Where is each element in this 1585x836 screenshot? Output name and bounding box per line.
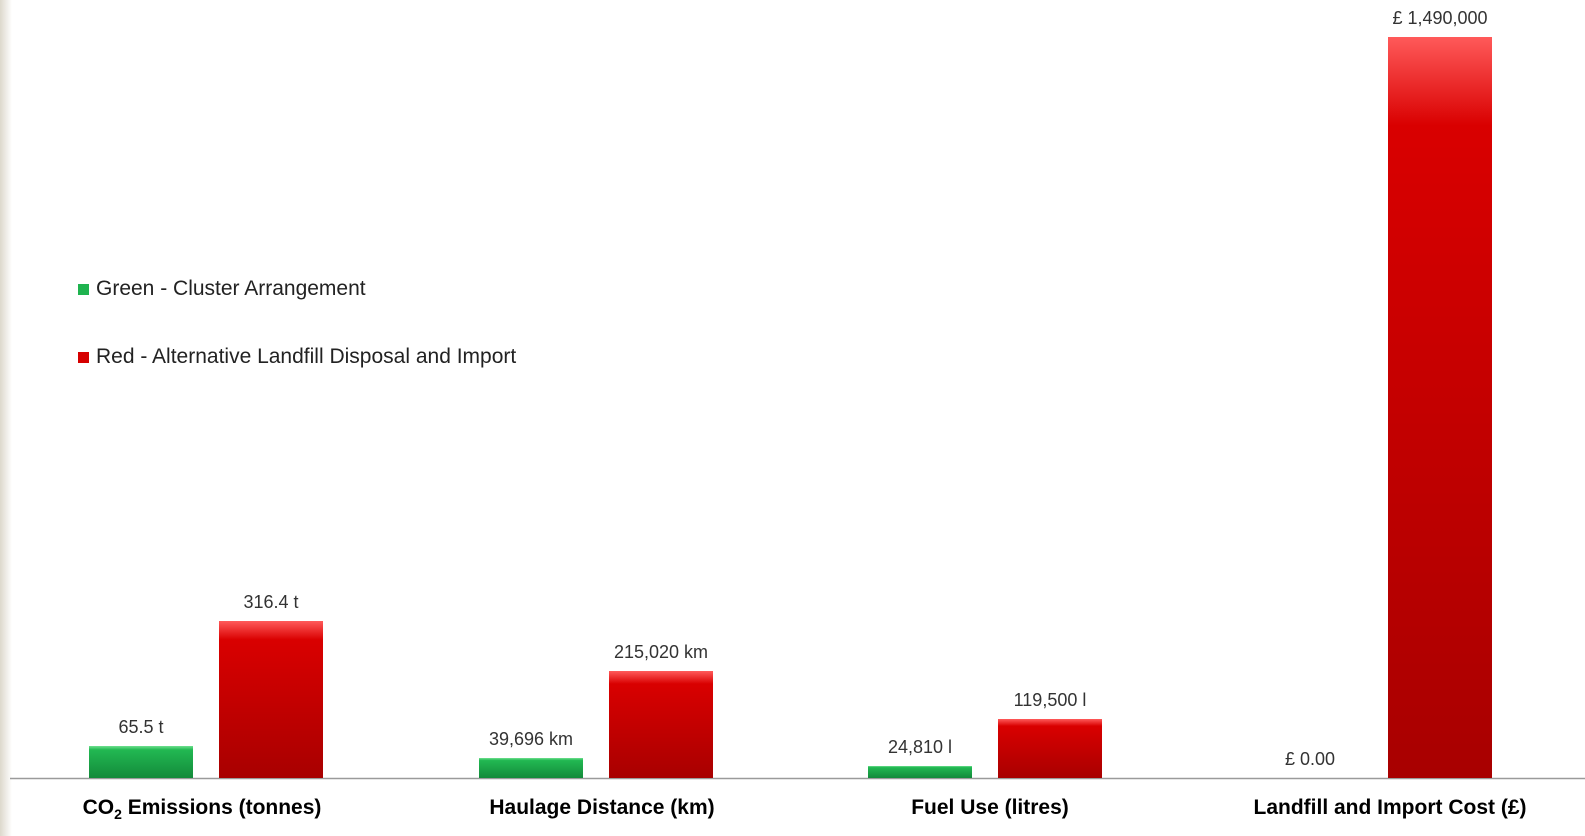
value-label-red-1: 215,020 km <box>614 642 708 662</box>
value-label-red-3: £ 1,490,000 <box>1392 8 1487 28</box>
bar-red-3 <box>1388 37 1492 778</box>
value-label-green-2: 24,810 l <box>888 737 952 757</box>
value-label-green-1: 39,696 km <box>489 729 573 749</box>
value-label-green-0: 65.5 t <box>118 717 163 737</box>
category-label-2: Fuel Use (litres) <box>911 796 1069 819</box>
legend: Green - Cluster Arrangement Red - Altern… <box>78 274 516 410</box>
bar-red-1 <box>609 671 713 778</box>
category-label-1: Haulage Distance (km) <box>489 796 714 819</box>
bar-green-1 <box>479 758 583 778</box>
legend-item-red: Red - Alternative Landfill Disposal and … <box>78 342 516 372</box>
left-edge-shading <box>0 0 12 836</box>
legend-label-red: Red - Alternative Landfill Disposal and … <box>96 345 517 368</box>
value-label-red-2: 119,500 l <box>1014 690 1087 710</box>
legend-swatch-red <box>78 351 89 363</box>
legend-label-green: Green - Cluster Arrangement <box>96 277 366 300</box>
value-label-green-3: £ 0.00 <box>1285 749 1335 769</box>
bar-red-0 <box>219 621 323 778</box>
category-label-0: CO2 Emissions (tonnes) <box>83 796 322 822</box>
bar-green-2 <box>868 766 972 778</box>
bar-red-2 <box>998 719 1102 778</box>
legend-swatch-green <box>78 283 89 295</box>
category-label-3: Landfill and Import Cost (£) <box>1254 796 1527 819</box>
legend-item-green: Green - Cluster Arrangement <box>78 274 516 304</box>
value-label-red-0: 316.4 t <box>243 592 298 612</box>
bar-green-0 <box>89 746 193 778</box>
